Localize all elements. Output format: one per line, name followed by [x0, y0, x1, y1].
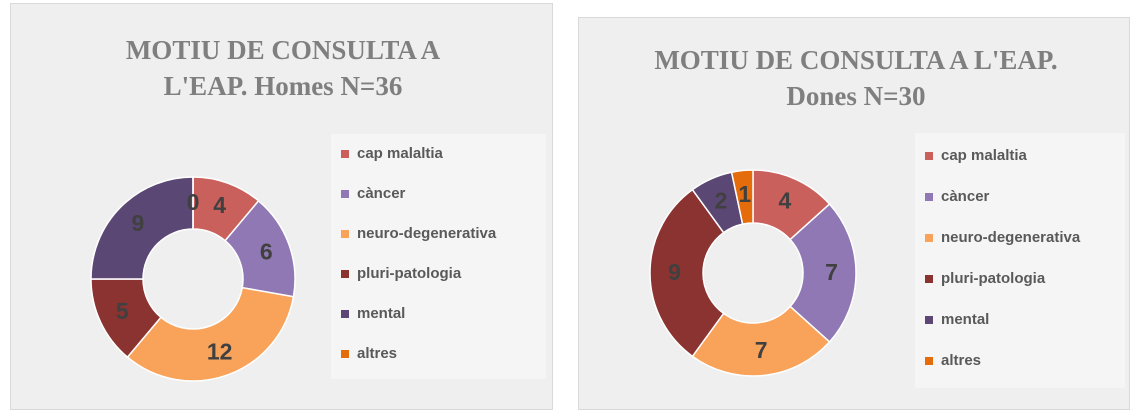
legend-label: mental [941, 311, 989, 328]
data-label: 9 [131, 210, 144, 236]
legend-label: cap malaltia [941, 147, 1028, 164]
donut-slice [649, 188, 725, 358]
legend-label: càncer [357, 185, 406, 202]
chart-panel: MOTIU DE CONSULTA A L'EAP. Dones N=30 4 c… [578, 17, 1130, 410]
data-label: 1 [738, 181, 751, 207]
legend-swatch [925, 234, 933, 242]
legend-swatch [341, 230, 349, 238]
legend-box [331, 134, 546, 379]
data-label: 4 [779, 187, 792, 213]
data-label: 12 [207, 338, 233, 364]
data-label: 2 [715, 187, 728, 213]
legend-label: càncer [941, 188, 990, 205]
legend-swatch [341, 310, 349, 318]
legend-swatch [341, 270, 349, 278]
legend-label: pluri-patologia [357, 265, 462, 282]
chart-panel: MOTIU DE CONSULTA A L'EAP. Homes N=36 4 c… [10, 3, 553, 410]
legend-swatch [925, 316, 933, 324]
legend-label: mental [357, 305, 405, 322]
donut-slice [789, 203, 857, 343]
legend-swatch [925, 152, 933, 160]
chart: 4 cap malaltia 7 càncer 7 neuro-degenerativa 9… [649, 133, 1125, 388]
legend-box [915, 133, 1125, 388]
legend-swatch [925, 357, 933, 365]
data-label: 7 [825, 259, 838, 285]
donut-slice [90, 176, 194, 280]
chart: 4 cap malaltia 6 càncer 12 neuro-degenerativa… [90, 134, 546, 382]
chart-title: MOTIU DE CONSULTA A L'EAP. Dones N=30 [654, 45, 1058, 111]
legend-swatch [341, 350, 349, 358]
legend-swatch [925, 193, 933, 201]
legend-label: neuro-degenerativa [941, 229, 1081, 246]
legend-label: pluri-patologia [941, 270, 1046, 287]
data-label: 9 [668, 259, 681, 285]
legend-swatch [341, 150, 349, 158]
chart-title: MOTIU DE CONSULTA A L'EAP. Homes N=36 [125, 35, 441, 101]
legend-label: altres [357, 345, 397, 362]
data-label: 7 [755, 337, 768, 363]
legend-label: altres [941, 352, 981, 369]
donut-slice [126, 286, 295, 382]
data-label: 0 [187, 189, 200, 215]
donut-slice [730, 169, 754, 225]
legend-swatch [925, 275, 933, 283]
donut-slice [691, 305, 831, 377]
legend-label: cap malaltia [357, 145, 444, 162]
data-label: 6 [260, 238, 273, 264]
data-label: 4 [213, 192, 226, 218]
data-label: 5 [116, 298, 129, 324]
legend-label: neuro-degenerativa [357, 225, 497, 242]
legend-swatch [341, 190, 349, 198]
